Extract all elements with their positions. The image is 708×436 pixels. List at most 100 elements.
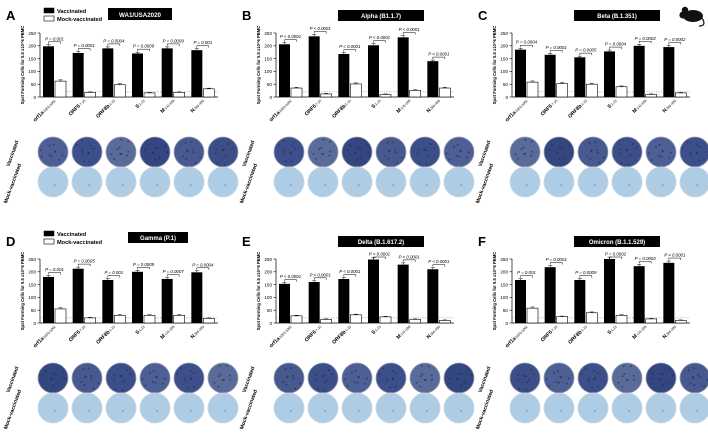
panel-letter: D — [6, 234, 15, 249]
mouse-tail — [698, 17, 705, 27]
bar-vaccinated — [43, 46, 54, 97]
x-tick-label: M176-188 — [632, 324, 649, 341]
spot — [580, 373, 583, 376]
significance-bracket — [668, 257, 682, 261]
x-tick-label-sub: 1-13 — [138, 99, 146, 107]
row-label-vaccinated: Vaccinated — [6, 366, 21, 394]
spot — [394, 151, 397, 154]
y-tick-label: 200 — [264, 270, 272, 275]
x-tick-label-main: ORF8b — [95, 329, 111, 345]
x-tick-label-main: S — [134, 103, 141, 110]
y-axis-label: Spot Forming Cells for 5.5 x10^6 PBMC — [256, 252, 261, 331]
spot — [225, 365, 228, 368]
bar-mock — [143, 315, 156, 324]
spot — [129, 373, 132, 376]
spot — [686, 141, 689, 144]
spot — [184, 141, 187, 144]
spot — [87, 151, 90, 154]
x-tick-label: ORF67-15 — [540, 324, 559, 343]
well-vaccinated — [105, 136, 137, 168]
y-tick-label: 100 — [264, 295, 272, 300]
spot — [629, 365, 632, 368]
y-axis-label: Spot Forming Cells for 5.5 x10^6 PBMC — [20, 252, 25, 331]
spot — [190, 377, 192, 380]
spot — [282, 381, 285, 384]
spot — [703, 385, 706, 388]
row-label-mock: Mock-vaccinated — [239, 389, 259, 430]
spot — [116, 148, 119, 150]
spot — [660, 155, 663, 158]
spot — [623, 373, 626, 376]
spot — [315, 158, 318, 160]
significance-bracket — [432, 56, 446, 60]
bar-mock — [439, 87, 451, 98]
well-mock — [307, 392, 339, 424]
bar-mock — [290, 87, 303, 98]
y-tick-label: 50 — [31, 308, 37, 313]
y-axis-label: Spot Forming Cells for 5.5 x10^6 PBMC — [256, 26, 261, 105]
y-tick-label: 250 — [500, 257, 508, 262]
bar-mock — [350, 314, 362, 324]
spot — [584, 367, 587, 370]
bar-vaccinated — [72, 52, 84, 97]
spot — [526, 381, 528, 384]
bar-vaccinated — [574, 57, 586, 97]
spot — [459, 372, 462, 375]
x-tick-label: ORF67-15 — [304, 98, 323, 117]
spot — [591, 386, 594, 389]
spot — [315, 374, 318, 377]
spot — [384, 155, 387, 158]
p-value-label: P < 0.0001 — [310, 26, 332, 31]
spot — [154, 158, 157, 161]
spot — [215, 152, 217, 155]
variant-label-box — [108, 8, 172, 20]
well-mock — [173, 392, 205, 424]
spot — [423, 149, 426, 151]
spot — [632, 374, 635, 377]
spot — [533, 373, 536, 376]
spot — [650, 158, 653, 161]
bar-vaccinated — [397, 264, 409, 323]
well-vaccinated — [37, 136, 69, 168]
spot — [183, 377, 186, 380]
bar-mock — [675, 320, 687, 324]
spot — [566, 382, 568, 385]
bar-vaccinated — [663, 47, 675, 97]
well-mock — [611, 166, 643, 198]
well-mock — [273, 392, 305, 424]
well-vaccinated — [611, 362, 643, 394]
spot — [357, 375, 360, 378]
spot — [517, 374, 520, 377]
spot — [518, 388, 521, 391]
x-tick-label: orf1a1053-1062 — [504, 324, 529, 349]
spot — [467, 151, 470, 154]
x-tick-label-sub: 1053-1062 — [42, 325, 56, 339]
y-axis-label: Spot Forming Cells for 5.5 x10^6 PBMC — [492, 252, 497, 331]
spot — [621, 375, 624, 378]
spot — [570, 151, 573, 154]
spot — [386, 379, 389, 382]
spot — [346, 149, 349, 151]
spot — [292, 377, 295, 380]
bar-mock — [320, 319, 332, 324]
well-vaccinated — [375, 136, 407, 168]
significance-bracket — [137, 267, 150, 270]
well-mock — [139, 392, 171, 424]
spot — [662, 383, 665, 386]
x-tick-label-sub: 395-403 — [193, 99, 205, 111]
x-tick-label-main: ORF8b — [331, 329, 347, 345]
significance-bracket — [196, 267, 210, 270]
significance-bracket — [609, 46, 622, 50]
bar-mock — [556, 316, 568, 324]
significance-bracket — [402, 259, 416, 262]
spot — [321, 375, 324, 377]
spot — [448, 377, 451, 380]
spot — [523, 375, 526, 377]
spot — [651, 372, 654, 375]
x-tick-label: N395-403 — [426, 98, 442, 114]
spot — [433, 147, 436, 150]
x-tick-label-sub: 1-13 — [374, 99, 382, 107]
spot — [619, 148, 622, 151]
bar-mock — [54, 80, 67, 98]
